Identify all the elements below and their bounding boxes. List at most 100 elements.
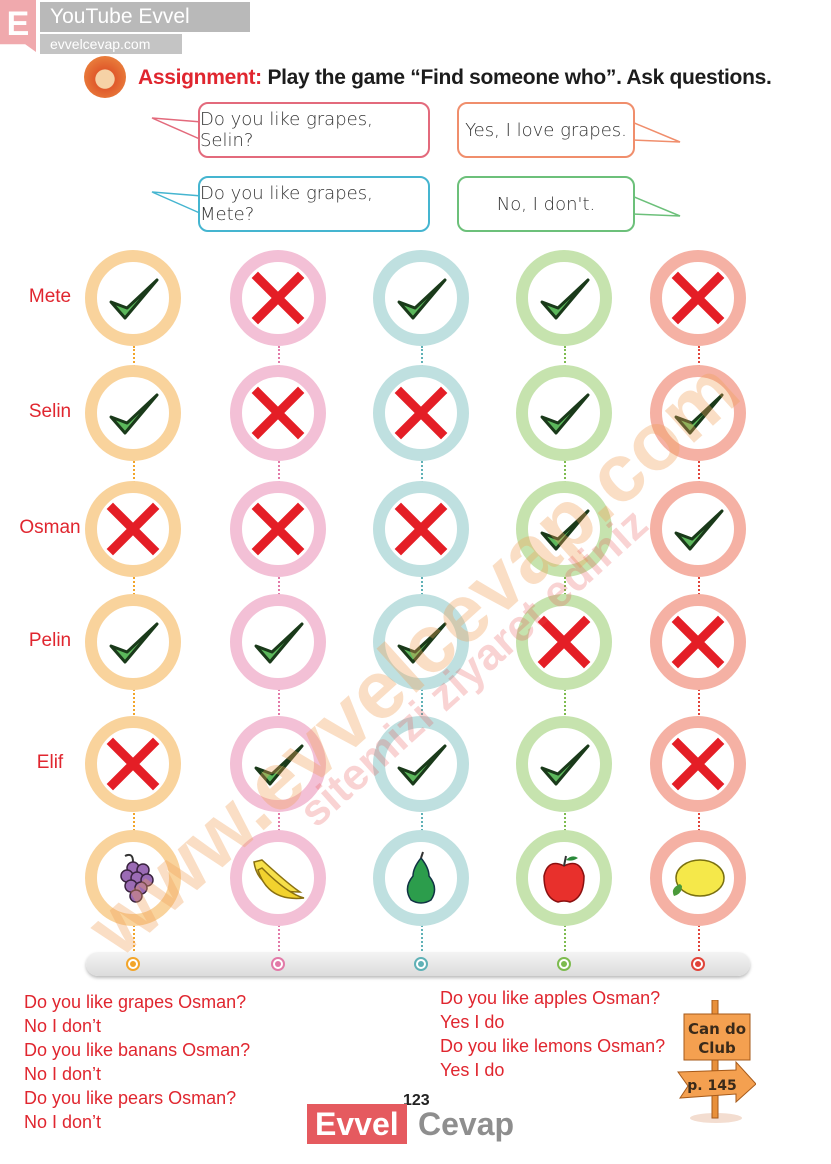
answer-circle[interactable] [373, 716, 469, 812]
answer-circle[interactable] [373, 594, 469, 690]
fruit-bananas-circle [230, 830, 326, 926]
cross-icon [671, 615, 725, 669]
can-do-club-signpost[interactable]: Can do Club p. 145 [676, 1000, 756, 1124]
answer-circle[interactable] [650, 250, 746, 346]
answer-line: Do you like grapes Osman? [24, 992, 247, 1012]
answer-circle[interactable] [85, 481, 181, 577]
mascot-icon [84, 56, 126, 98]
check-icon [674, 509, 724, 551]
answer-line: No I don’t [24, 1016, 102, 1036]
answer-circle[interactable] [85, 716, 181, 812]
cross-icon [251, 271, 305, 325]
cross-icon [106, 502, 160, 556]
answer-circle[interactable] [650, 716, 746, 812]
assignment-text: Play the game “Find someone who”. Ask qu… [267, 66, 772, 89]
cross-icon [671, 737, 725, 791]
cross-icon [251, 502, 305, 556]
answer-circle[interactable] [373, 481, 469, 577]
answer-circle[interactable] [230, 481, 326, 577]
check-icon [254, 744, 304, 786]
answer-line: Do you like banans Osman? [24, 1040, 251, 1060]
check-icon [254, 622, 304, 664]
answer-circle[interactable] [650, 594, 746, 690]
check-icon [397, 744, 447, 786]
brand-logo: E [0, 0, 36, 52]
answer-line: Do you like lemons Osman? [440, 1036, 666, 1056]
answer-circle[interactable] [373, 250, 469, 346]
fruit-apple-icon [543, 855, 585, 903]
bar-dot [126, 957, 140, 971]
check-icon [397, 278, 447, 320]
answer-circle[interactable] [230, 365, 326, 461]
can-do-label: Can do [688, 1020, 746, 1038]
student-name: Osman [19, 517, 81, 538]
answer-circle[interactable] [230, 250, 326, 346]
cross-icon [537, 615, 591, 669]
speech-bubble: No, I don't. [457, 176, 635, 232]
assignment-label: Assignment: [138, 66, 262, 89]
student-name: Pelin [28, 630, 72, 651]
answer-circle[interactable] [516, 481, 612, 577]
check-icon [397, 622, 447, 664]
check-icon [674, 393, 724, 435]
fruit-grapes-circle [85, 830, 181, 926]
student-name: Selin [28, 401, 72, 422]
answer-line: Do you like pears Osman? [24, 1088, 237, 1108]
fruit-pear-circle [373, 830, 469, 926]
bar-dot [691, 957, 705, 971]
answer-line: No I don’t [24, 1064, 102, 1084]
fruit-grapes-icon [120, 853, 154, 903]
answer-circle[interactable] [373, 365, 469, 461]
check-icon [540, 509, 590, 551]
answer-circle[interactable] [650, 365, 746, 461]
check-icon [109, 393, 159, 435]
fruit-apple-circle [516, 830, 612, 926]
youtube-label: YouTube Evvel Cevap [40, 2, 250, 58]
speech-bubble: Do you like grapes, Selin? [198, 102, 430, 158]
answer-circle[interactable] [85, 594, 181, 690]
check-icon [540, 278, 590, 320]
answer-line: Yes I do [440, 1060, 505, 1080]
page-number: 123 [403, 1092, 430, 1109]
student-name: Elif [36, 752, 64, 773]
answer-line: Yes I do [440, 1012, 505, 1032]
check-icon [109, 622, 159, 664]
answer-line: Do you like apples Osman? [440, 988, 661, 1008]
answer-circle[interactable] [516, 365, 612, 461]
assignment-heading: Assignment: Play the game “Find someone … [138, 66, 772, 90]
answer-circle[interactable] [650, 481, 746, 577]
bar-dot [557, 957, 571, 971]
fruit-pear-icon [406, 851, 436, 904]
cross-icon [671, 271, 725, 325]
fruit-lemon-icon [672, 859, 725, 897]
cross-icon [394, 502, 448, 556]
footer-logo-right: Cevap [418, 1106, 515, 1142]
check-icon [540, 393, 590, 435]
club-label: Club [698, 1039, 736, 1057]
student-name: Mete [28, 286, 72, 307]
site-label: evvelcevap.com [40, 34, 182, 54]
speech-bubble: Do you like grapes, Mete? [198, 176, 430, 232]
bubble-tail [151, 117, 203, 141]
answer-circle[interactable] [516, 716, 612, 812]
fruit-lemon-circle [650, 830, 746, 926]
speech-bubble: Yes, I love grapes. [457, 102, 635, 158]
bar-dot [414, 957, 428, 971]
check-icon [109, 278, 159, 320]
footer-logo-left: Evvel [307, 1104, 407, 1144]
cross-icon [106, 737, 160, 791]
bubble-tail [151, 191, 203, 215]
answer-circle[interactable] [516, 250, 612, 346]
cross-icon [394, 386, 448, 440]
answer-circle[interactable] [516, 594, 612, 690]
page-ref-label: p. 145 [687, 1078, 736, 1094]
answer-circle[interactable] [230, 594, 326, 690]
bubble-tail [631, 195, 681, 217]
check-icon [540, 744, 590, 786]
answer-line: No I don’t [24, 1112, 102, 1132]
answer-circle[interactable] [230, 716, 326, 812]
bubble-tail [631, 121, 681, 143]
cross-icon [251, 386, 305, 440]
answer-circle[interactable] [85, 365, 181, 461]
answer-circle[interactable] [85, 250, 181, 346]
